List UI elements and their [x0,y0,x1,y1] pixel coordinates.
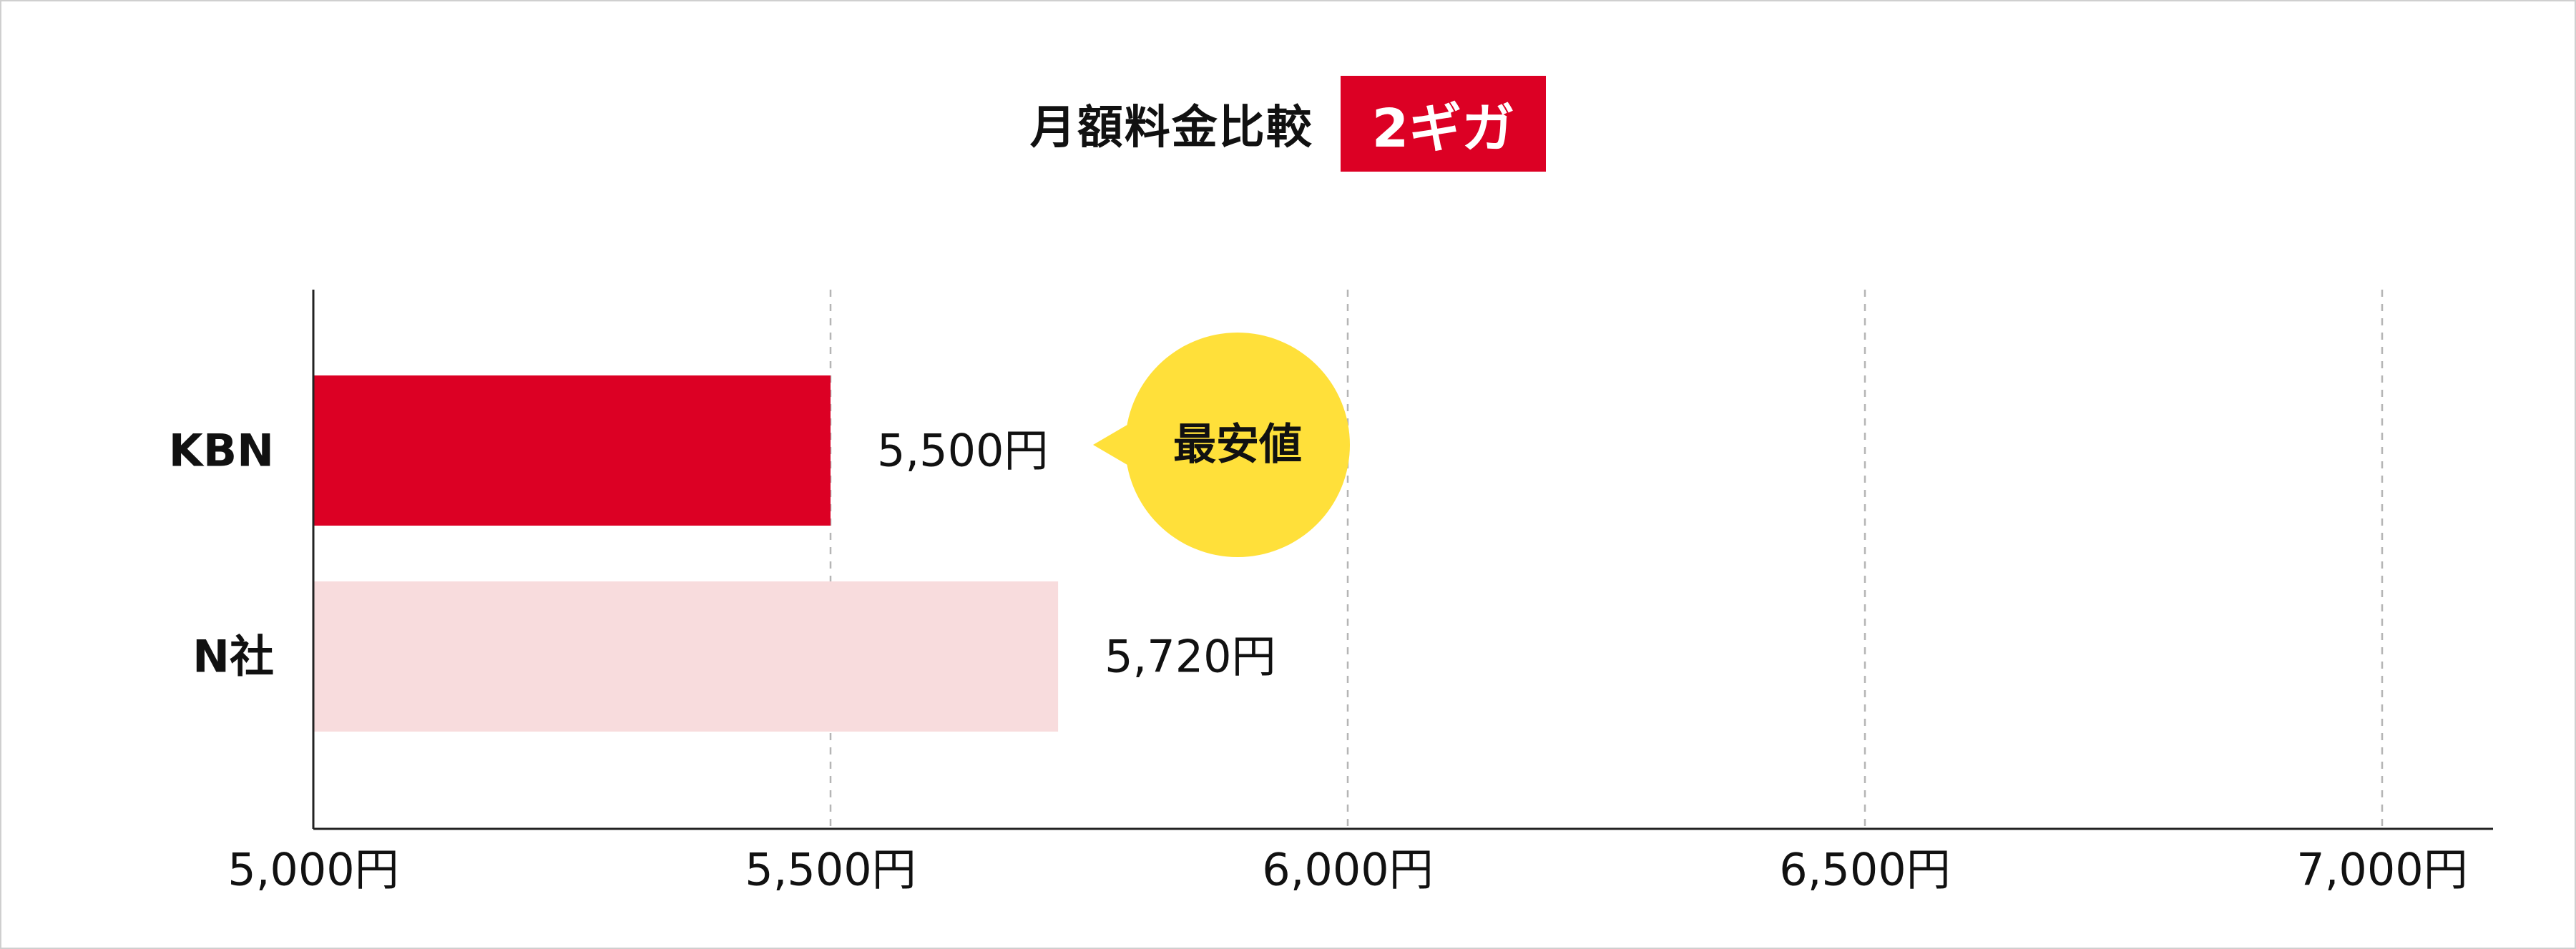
bar-2 [313,581,1059,732]
x-tick-label: 7,000円 [2296,844,2468,896]
value-label: 5,500円 [877,425,1049,477]
category-label: N社 [192,631,274,683]
callout-bubble [1125,333,1350,557]
x-tick-label: 5,000円 [227,844,399,896]
chart-title-badge: 2ギガ [1340,76,1547,172]
bar-1 [313,375,831,526]
chart-title: 月額料金比較 [1029,102,1313,154]
x-tick-label: 6,000円 [1262,844,1434,896]
x-tick-label: 5,500円 [745,844,916,896]
x-tick-label: 6,500円 [1779,844,1951,896]
value-label: 5,720円 [1105,631,1276,683]
callout-label: 最安値 [1173,420,1302,470]
chart-header: 月額料金比較 2ギガ [0,75,2576,172]
category-label: KBN [169,425,274,477]
